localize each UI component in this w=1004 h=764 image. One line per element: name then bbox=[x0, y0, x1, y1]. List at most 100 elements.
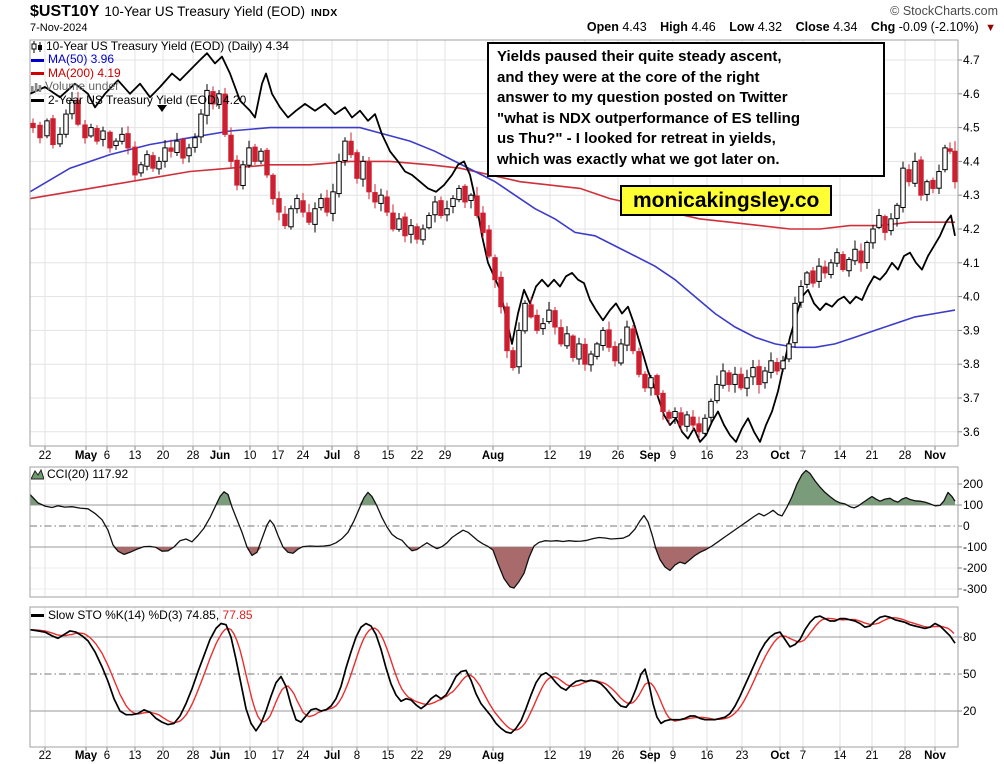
svg-text:29: 29 bbox=[439, 450, 452, 462]
sto-layer bbox=[29, 615, 956, 735]
svg-text:May: May bbox=[75, 750, 98, 762]
svg-text:Oct: Oct bbox=[770, 450, 789, 462]
ma50-line-icon bbox=[31, 58, 44, 62]
legend-ma200: MA(200) 4.19 bbox=[31, 66, 289, 80]
svg-text:Sep: Sep bbox=[639, 750, 660, 762]
volume-bars-icon bbox=[31, 82, 42, 92]
legend-ma50-label: MA(50) 3.96 bbox=[48, 52, 115, 67]
legend-volume: Volume undef bbox=[31, 79, 289, 94]
svg-text:15: 15 bbox=[382, 750, 395, 762]
svg-text:3.7: 3.7 bbox=[963, 391, 980, 405]
annotation-line: Yields paused their quite steady ascent, bbox=[497, 48, 782, 65]
high-label: High bbox=[660, 20, 688, 34]
legend-price: 10-Year US Treasury Yield (EOD) (Daily) … bbox=[31, 39, 289, 53]
watermark-label: monicakingsley.co bbox=[620, 185, 833, 216]
cci-legend: CCI(20) 117.92 bbox=[31, 467, 129, 481]
sto-line-icon bbox=[31, 614, 44, 618]
svg-text:100: 100 bbox=[963, 498, 983, 512]
panel-borders bbox=[29, 39, 959, 748]
svg-text:20: 20 bbox=[963, 704, 977, 718]
svg-text:10: 10 bbox=[244, 750, 257, 762]
svg-text:14: 14 bbox=[834, 750, 847, 762]
low-label: Low bbox=[729, 20, 755, 34]
svg-text:21: 21 bbox=[866, 750, 879, 762]
legend-price-label: 10-Year US Treasury Yield (EOD) (Daily) … bbox=[46, 39, 289, 53]
header-row: $UST10Y 10-Year US Treasury Yield (EOD) IN… bbox=[30, 3, 338, 21]
copyright: © StockCharts.com bbox=[890, 4, 998, 18]
chg-value: -0.09 (-2.10%) bbox=[898, 20, 979, 34]
svg-text:4.0: 4.0 bbox=[963, 290, 980, 304]
svg-text:16: 16 bbox=[701, 450, 714, 462]
svg-text:4.6: 4.6 bbox=[963, 87, 980, 101]
svg-text:9: 9 bbox=[670, 450, 676, 462]
svg-text:8: 8 bbox=[354, 750, 360, 762]
svg-text:12: 12 bbox=[544, 450, 557, 462]
svg-text:7: 7 bbox=[800, 750, 806, 762]
cci-layer bbox=[29, 469, 956, 589]
open-value: 4.43 bbox=[622, 20, 647, 34]
svg-text:8: 8 bbox=[354, 450, 360, 462]
low-value: 4.32 bbox=[757, 20, 783, 34]
svg-text:28: 28 bbox=[899, 450, 912, 462]
svg-text:Nov: Nov bbox=[924, 450, 946, 462]
legend-volume-label: Volume undef bbox=[45, 79, 119, 94]
axis-labels: 4.74.64.54.44.34.24.14.03.93.83.73.62001… bbox=[39, 53, 988, 762]
down-arrow-marker bbox=[157, 105, 167, 112]
svg-text:80: 80 bbox=[963, 630, 977, 644]
svg-text:4.5: 4.5 bbox=[963, 121, 980, 135]
svg-text:26: 26 bbox=[612, 750, 625, 762]
svg-text:4.7: 4.7 bbox=[963, 53, 980, 67]
svg-text:28: 28 bbox=[899, 750, 912, 762]
svg-text:4.1: 4.1 bbox=[963, 256, 980, 270]
cci-legend-label: CCI(20) 117.92 bbox=[47, 467, 129, 481]
svg-text:22: 22 bbox=[39, 750, 52, 762]
legend-2yr: 2-Year US Treasury Yield (EOD) 4.20 bbox=[31, 92, 289, 107]
svg-text:200: 200 bbox=[963, 477, 983, 491]
sto-legend: Slow STO %K(14) %D(3) 74.85, 77.85 bbox=[31, 608, 253, 622]
svg-text:17: 17 bbox=[272, 450, 285, 462]
svg-text:15: 15 bbox=[382, 450, 395, 462]
high-value: 4.46 bbox=[691, 20, 716, 34]
svg-text:3.6: 3.6 bbox=[963, 425, 980, 439]
svg-text:21: 21 bbox=[866, 450, 879, 462]
svg-text:Nov: Nov bbox=[924, 750, 946, 762]
close-label: Close bbox=[795, 20, 830, 34]
svg-text:3.8: 3.8 bbox=[963, 357, 980, 371]
svg-text:22: 22 bbox=[411, 450, 424, 462]
svg-text:4.4: 4.4 bbox=[963, 154, 980, 168]
svg-text:50: 50 bbox=[963, 667, 977, 681]
marker-layer bbox=[157, 105, 167, 112]
svg-text:23: 23 bbox=[736, 750, 749, 762]
svg-text:-100: -100 bbox=[963, 540, 987, 554]
down-triangle-icon: ▼ bbox=[985, 22, 996, 34]
candlestick-icon bbox=[31, 40, 42, 53]
svg-text:9: 9 bbox=[670, 750, 676, 762]
legend-2yr-label: 2-Year US Treasury Yield (EOD) 4.20 bbox=[48, 92, 247, 107]
annotation-line: us Thu?" - I looked for retreat in yield… bbox=[497, 130, 776, 147]
annotation-line: which was exactly what we got later on. bbox=[497, 150, 780, 168]
svg-text:7: 7 bbox=[800, 450, 806, 462]
svg-text:28: 28 bbox=[187, 450, 200, 462]
svg-text:19: 19 bbox=[579, 450, 592, 462]
svg-text:20: 20 bbox=[157, 450, 170, 462]
svg-text:14: 14 bbox=[834, 450, 847, 462]
svg-text:22: 22 bbox=[411, 750, 424, 762]
area-mountain-icon bbox=[31, 469, 44, 480]
svg-text:3.9: 3.9 bbox=[963, 323, 980, 337]
svg-text:Jul: Jul bbox=[324, 750, 341, 762]
svg-text:24: 24 bbox=[297, 450, 310, 462]
main-legend: 10-Year US Treasury Yield (EOD) (Daily) … bbox=[31, 39, 289, 107]
svg-text:Aug: Aug bbox=[482, 450, 504, 462]
svg-text:May: May bbox=[75, 450, 98, 462]
svg-text:10: 10 bbox=[244, 450, 257, 462]
svg-text:20: 20 bbox=[157, 750, 170, 762]
svg-text:17: 17 bbox=[272, 750, 285, 762]
svg-text:Jun: Jun bbox=[210, 750, 230, 762]
svg-text:Sep: Sep bbox=[639, 450, 660, 462]
sto-legend-d-value: 77.85 bbox=[222, 608, 253, 622]
svg-text:4.3: 4.3 bbox=[963, 188, 980, 202]
svg-text:-300: -300 bbox=[963, 582, 987, 596]
annotation-line: answer to my question posted on Twitter bbox=[497, 89, 788, 106]
svg-text:6: 6 bbox=[104, 450, 110, 462]
